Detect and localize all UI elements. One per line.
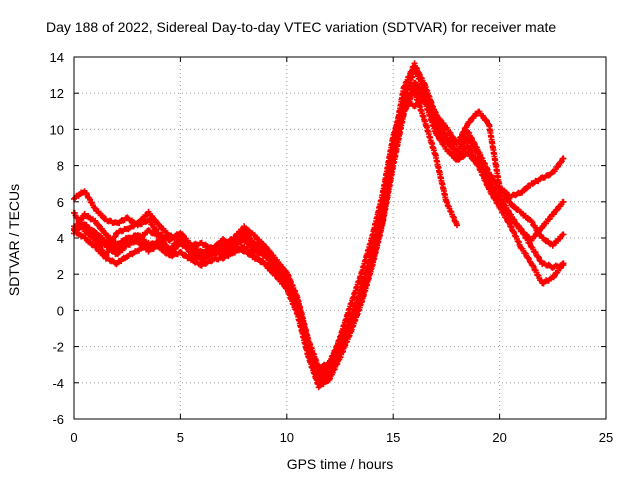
y-tick-label: 2	[57, 267, 64, 282]
y-tick-label: 4	[57, 231, 64, 246]
x-tick-label: 15	[386, 430, 400, 445]
y-tick-label: -4	[52, 376, 64, 391]
y-axis-label: SDTVAR / TECUs	[6, 183, 22, 297]
series-day-1	[71, 66, 567, 386]
x-tick-label: 5	[177, 430, 184, 445]
x-axis-label: GPS time / hours	[286, 456, 394, 472]
y-tick-label: 6	[57, 195, 64, 210]
series-markers	[71, 66, 567, 386]
chart-marks	[71, 60, 567, 391]
chart-ticks: 0 5 10 15 20 25 -6 -4 -2 0 2 4 6 8 10 12 14	[50, 50, 614, 445]
y-tick-label: 12	[50, 86, 64, 101]
y-tick-label: 10	[50, 122, 64, 137]
plot-frame	[73, 56, 607, 420]
chart-title: Day 188 of 2022, Sidereal Day-to-day VTE…	[46, 19, 557, 35]
y-tick-label: -6	[52, 412, 64, 427]
x-tick-label: 25	[599, 430, 613, 445]
x-tick-label: 10	[280, 430, 294, 445]
x-tick-label: 0	[70, 430, 77, 445]
y-tick-label: 0	[57, 303, 64, 318]
x-tick-label: 20	[492, 430, 506, 445]
y-tick-label: -2	[52, 340, 64, 355]
y-tick-label: 14	[50, 50, 64, 65]
y-tick-label: 8	[57, 159, 64, 174]
